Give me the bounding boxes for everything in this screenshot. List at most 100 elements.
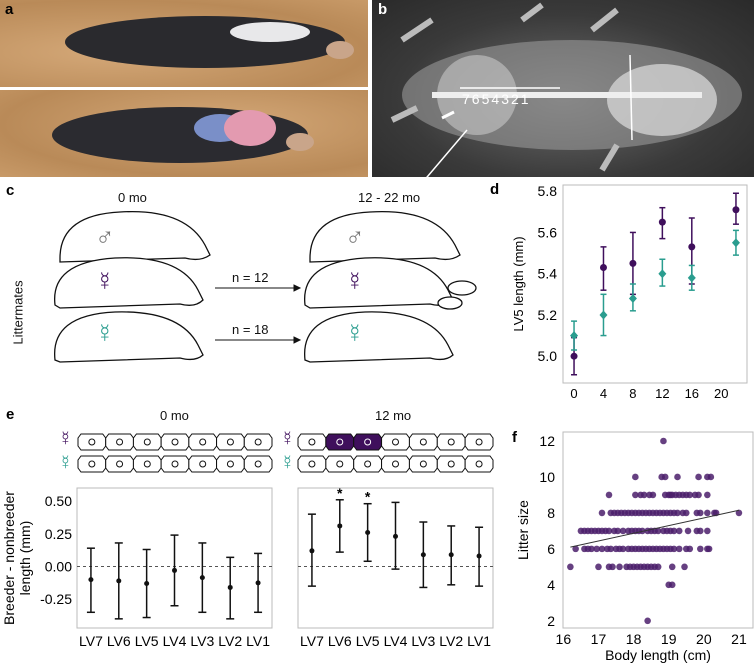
y-axis-title-line2: length (mm)	[17, 521, 33, 596]
y-tick-label: 10	[539, 469, 555, 485]
vertebra	[188, 455, 218, 473]
vertebra-foramen	[116, 460, 124, 468]
data-point	[674, 473, 681, 481]
xray-skeleton	[390, 2, 742, 177]
vertebra	[353, 455, 383, 473]
vertebra-foramen	[254, 460, 262, 468]
data-point	[616, 563, 623, 571]
chart-e: LV7 LV6 LV5 LV4 LV3 LV2 LV10.500.250.00-0.25Br…	[1, 485, 494, 649]
data-point	[365, 529, 371, 535]
data-point	[599, 310, 608, 320]
data-point	[675, 527, 683, 535]
vertebra-foramen	[475, 438, 483, 446]
trend-line	[570, 509, 740, 548]
vertebra	[464, 433, 494, 451]
photo-breeder	[0, 90, 368, 177]
chart-f: f 12 10 8 6 4 216 17 18 19 20 21 Body length (cm) Lit…	[512, 429, 754, 663]
vertebra-foramen	[254, 438, 262, 446]
vertebra-foramen	[171, 438, 179, 446]
vertebra-foramen	[392, 460, 399, 468]
y-tick-label: 5.0	[538, 348, 558, 364]
data-point	[172, 567, 177, 573]
data-point	[684, 527, 692, 535]
data-point	[668, 563, 676, 571]
vertebra-foramen	[447, 460, 455, 468]
x-tick-label: 16	[685, 386, 699, 400]
data-point	[704, 491, 711, 499]
vertebra	[160, 455, 190, 473]
vertebra-number: 5	[481, 91, 491, 107]
data-point	[309, 548, 315, 554]
data-point	[697, 527, 704, 535]
data-point	[681, 563, 688, 571]
time-start-label: 0 mo	[118, 190, 147, 205]
vertebra	[325, 433, 355, 451]
vertebra-foramen	[447, 438, 455, 446]
data-point	[116, 578, 122, 584]
data-point	[695, 473, 702, 481]
data-point	[654, 563, 662, 571]
vertebra-foramen	[143, 438, 151, 446]
data-point	[640, 491, 648, 499]
plot-frame	[562, 184, 748, 384]
vertebra-foramen	[336, 460, 344, 468]
plot-frame	[76, 487, 273, 629]
panel-label-c: c	[6, 182, 15, 199]
x-tick-label: LV5	[135, 633, 159, 649]
significance-marker: *	[365, 489, 371, 505]
vertebra-foramen	[143, 460, 151, 468]
x-tick-label: 18	[626, 631, 642, 647]
x-tick-label: LV1	[246, 633, 270, 649]
x-tick-label: LV6	[328, 633, 352, 649]
y-axis-title-line1: Breeder - nonbreeder	[1, 491, 17, 625]
data-point	[735, 509, 743, 517]
x-tick-label: LV7	[300, 633, 324, 649]
x-tick-label: LV7	[79, 633, 103, 649]
data-point	[593, 545, 601, 553]
data-point	[649, 491, 657, 499]
xray-image: 7 6 5 4 3 2 1	[372, 0, 754, 177]
vertebra	[243, 433, 273, 451]
data-point	[687, 273, 696, 283]
data-point	[660, 437, 667, 445]
vertebra-foramen	[226, 438, 234, 446]
data-point	[632, 491, 639, 499]
vertebrae-schematic	[77, 433, 494, 473]
chart-d: d5.05.25.45.65.8048121620Months of treat…	[490, 181, 748, 400]
vertebra-number: 6	[471, 91, 481, 107]
vertebra	[216, 433, 245, 451]
e-breeder-symbol-right: ☿	[280, 428, 295, 450]
panel-label-e: e	[6, 406, 15, 423]
data-point	[614, 527, 622, 535]
mole-photo-1	[65, 16, 354, 68]
photo-nonbreeder	[0, 0, 368, 87]
panel-label-f: f	[512, 429, 518, 446]
vertebra-foramen	[226, 460, 234, 468]
x-tick-label: 4	[600, 386, 607, 400]
data-point	[337, 523, 343, 529]
female-breeder-symbol-end: ☿	[345, 266, 365, 296]
n-nonbreeder-label: n = 18	[232, 322, 269, 337]
vertebra	[297, 455, 327, 473]
y-tick-label: 5.2	[538, 307, 558, 323]
x-tick-label: 17	[591, 631, 607, 647]
data-point	[227, 584, 233, 590]
data-point	[393, 533, 398, 539]
data-point	[704, 527, 711, 535]
y-tick-label: 8	[547, 505, 555, 521]
vertebra	[381, 455, 410, 473]
data-point	[598, 509, 606, 517]
vertebra-number: 2	[510, 91, 520, 107]
x-tick-label: LV1	[467, 633, 491, 649]
data-point	[658, 269, 667, 279]
data-point	[476, 553, 482, 559]
data-point	[570, 352, 578, 360]
data-point	[670, 527, 678, 535]
y-axis-title: LV5 length (mm)	[511, 236, 526, 331]
data-point	[199, 575, 205, 581]
x-tick-label: LV3	[411, 633, 435, 649]
data-point	[658, 218, 666, 226]
data-point	[688, 243, 696, 251]
vertebra-number: 4	[491, 91, 501, 107]
data-point	[732, 206, 740, 214]
